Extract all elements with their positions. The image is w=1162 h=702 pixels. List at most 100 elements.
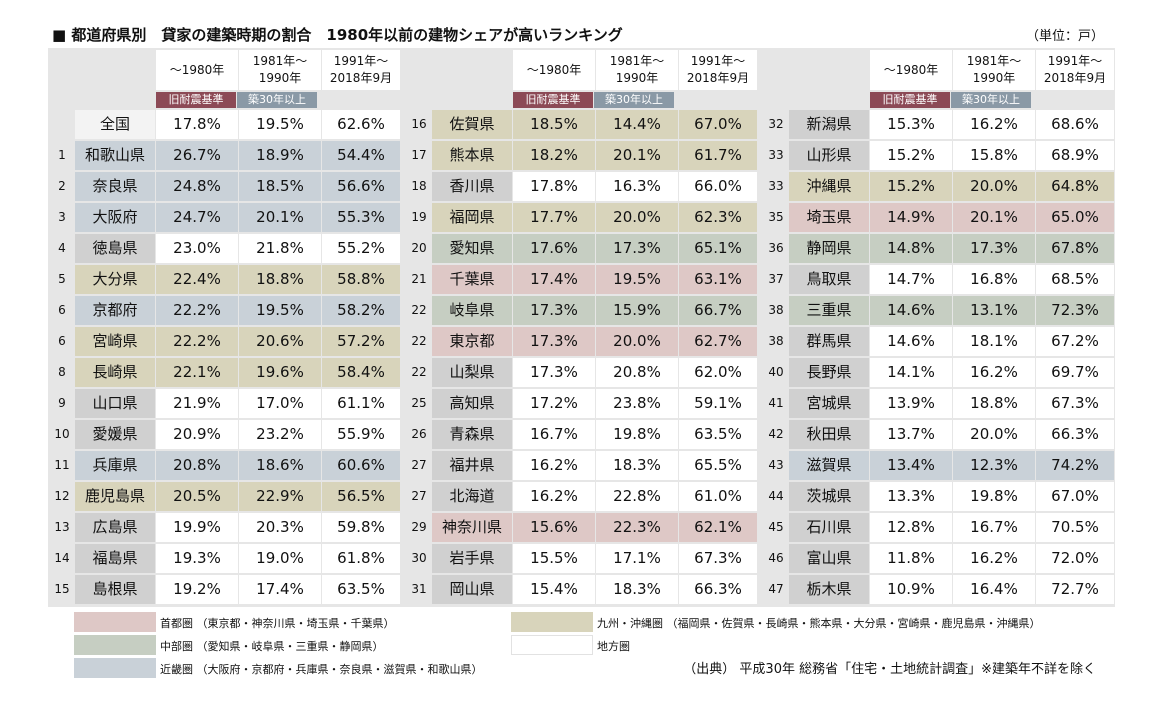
rank-cell: 46 — [768, 551, 784, 565]
prefecture-cell: 香川県 — [432, 172, 512, 201]
share-1981-1990-cell: 19.5% — [596, 265, 678, 294]
share-until-1980-cell: 17.7% — [513, 203, 595, 232]
share-until-1980-cell: 13.7% — [870, 420, 952, 449]
tag-over-30-years: 築30年以上 — [951, 92, 1031, 108]
share-1991-2018-cell: 67.0% — [679, 110, 757, 139]
share-1991-2018-cell: 68.6% — [1036, 110, 1114, 139]
share-until-1980-cell: 18.5% — [513, 110, 595, 139]
share-1991-2018-cell: 62.6% — [322, 110, 400, 139]
rank-cell: 3 — [58, 210, 66, 224]
share-1991-2018-cell: 55.2% — [322, 234, 400, 263]
share-until-1980-cell: 17.6% — [513, 234, 595, 263]
share-until-1980-cell: 16.7% — [513, 420, 595, 449]
share-1991-2018-cell: 62.3% — [679, 203, 757, 232]
rank-cell: 40 — [768, 365, 784, 379]
prefecture-cell: 大分県 — [75, 265, 155, 294]
share-1981-1990-cell: 19.5% — [239, 110, 321, 139]
column-header-text: 〜1980年 — [883, 62, 939, 77]
share-until-1980-cell: 13.3% — [870, 482, 952, 511]
legend-label-kinki: 近畿圏 （大阪府・京都府・兵庫県・奈良県・滋賀県・和歌山県） — [160, 663, 483, 676]
share-until-1980-cell: 14.6% — [870, 296, 952, 325]
prefecture-cell: 青森県 — [432, 420, 512, 449]
share-1991-2018-cell: 67.0% — [1036, 482, 1114, 511]
rank-cell: 33 — [768, 179, 784, 193]
share-until-1980-cell: 22.2% — [156, 327, 238, 356]
share-1981-1990-cell: 20.1% — [596, 141, 678, 170]
rank-cell: 18 — [411, 179, 427, 193]
rank-cell: 43 — [768, 458, 784, 472]
share-1981-1990-cell: 17.0% — [239, 389, 321, 418]
share-until-1980-cell: 22.1% — [156, 358, 238, 387]
share-1981-1990-cell: 18.8% — [239, 265, 321, 294]
share-1981-1990-cell: 19.0% — [239, 544, 321, 573]
rank-cell: 31 — [411, 582, 427, 596]
rank-cell: 14 — [54, 551, 70, 565]
share-until-1980-cell: 21.9% — [156, 389, 238, 418]
table-row: 31 岡山県 15.4% 18.3% 66.3% — [405, 575, 757, 604]
table-row: 18 香川県 17.8% 16.3% 66.0% — [405, 172, 757, 201]
share-until-1980-cell: 15.6% — [513, 513, 595, 542]
share-until-1980-cell: 22.2% — [156, 296, 238, 325]
share-1981-1990-cell: 18.3% — [596, 451, 678, 480]
prefecture-cell: 栃木県 — [789, 575, 869, 604]
share-1981-1990-cell: 19.8% — [596, 420, 678, 449]
prefecture-cell: 広島県 — [75, 513, 155, 542]
table-row: 44 茨城県 13.3% 19.8% 67.0% — [762, 482, 1114, 511]
rank-cell: 22 — [411, 365, 427, 379]
column-header-text: 〜1980年 — [526, 62, 582, 77]
rank-cell: 6 — [58, 334, 66, 348]
share-1991-2018-cell: 58.8% — [322, 265, 400, 294]
share-until-1980-cell: 11.8% — [870, 544, 952, 573]
share-1981-1990-cell: 16.8% — [953, 265, 1035, 294]
share-1991-2018-cell: 62.0% — [679, 358, 757, 387]
rank-cell: 29 — [411, 520, 427, 534]
share-1991-2018-cell: 67.3% — [1036, 389, 1114, 418]
prefecture-cell: 奈良県 — [75, 172, 155, 201]
share-until-1980-cell: 23.0% — [156, 234, 238, 263]
share-1981-1990-cell: 20.1% — [239, 203, 321, 232]
share-until-1980-cell: 16.2% — [513, 451, 595, 480]
share-until-1980-cell: 19.2% — [156, 575, 238, 604]
rank-cell: 2 — [58, 179, 66, 193]
share-1991-2018-cell: 65.5% — [679, 451, 757, 480]
share-1991-2018-cell: 59.1% — [679, 389, 757, 418]
share-1991-2018-cell: 61.7% — [679, 141, 757, 170]
legend-chiho: 地方圏 — [511, 635, 811, 655]
page-title: ■ 都道府県別 貸家の建築時期の割合 1980年以前の建物シェアが高いランキング — [52, 26, 623, 44]
share-1991-2018-cell: 58.2% — [322, 296, 400, 325]
prefecture-cell: 兵庫県 — [75, 451, 155, 480]
rank-cell: 37 — [768, 272, 784, 286]
table-row: 40 長野県 14.1% 16.2% 69.7% — [762, 358, 1114, 387]
legend-label-chubu: 中部圏 （愛知県・岐阜県・三重県・静岡県） — [160, 640, 384, 653]
table-row: 45 石川県 12.8% 16.7% 70.5% — [762, 513, 1114, 542]
rank-cell: 47 — [768, 582, 784, 596]
prefecture-cell: 熊本県 — [432, 141, 512, 170]
rank-cell: 16 — [411, 117, 427, 131]
table-row: 42 秋田県 13.7% 20.0% 66.3% — [762, 420, 1114, 449]
share-1991-2018-cell: 61.0% — [679, 482, 757, 511]
legend-label-kyushu: 九州・沖縄圏 （福岡県・佐賀県・長崎県・熊本県・大分県・宮崎県・鹿児島県・沖縄県… — [597, 617, 1041, 630]
column-header-1: 〜1980年 — [513, 50, 595, 90]
share-until-1980-cell: 13.9% — [870, 389, 952, 418]
share-1991-2018-cell: 66.3% — [679, 575, 757, 604]
share-1991-2018-cell: 66.0% — [679, 172, 757, 201]
prefecture-cell: 山口県 — [75, 389, 155, 418]
prefecture-cell: 埼玉県 — [789, 203, 869, 232]
rank-cell: 22 — [411, 334, 427, 348]
share-1991-2018-cell: 67.3% — [679, 544, 757, 573]
share-until-1980-cell: 10.9% — [870, 575, 952, 604]
share-until-1980-cell: 19.9% — [156, 513, 238, 542]
share-1981-1990-cell: 16.4% — [953, 575, 1035, 604]
table-row: 30 岩手県 15.5% 17.1% 67.3% — [405, 544, 757, 573]
table-row: 22 東京都 17.3% 20.0% 62.7% — [405, 327, 757, 356]
share-until-1980-cell: 24.8% — [156, 172, 238, 201]
tag-over-30-years: 築30年以上 — [237, 92, 317, 108]
prefecture-cell: 岩手県 — [432, 544, 512, 573]
share-1981-1990-cell: 16.2% — [953, 110, 1035, 139]
table-block-2: 〜1980年 1981年〜 1990年 1991年〜 2018年9月 旧耐震基準 築30年以… — [405, 48, 757, 607]
prefecture-cell: 群馬県 — [789, 327, 869, 356]
column-header-text: 1990年 — [972, 71, 1016, 85]
prefecture-cell: 北海道 — [432, 482, 512, 511]
share-until-1980-cell: 15.2% — [870, 172, 952, 201]
legend-chubu: 中部圏 （愛知県・岐阜県・三重県・静岡県） — [74, 635, 494, 655]
